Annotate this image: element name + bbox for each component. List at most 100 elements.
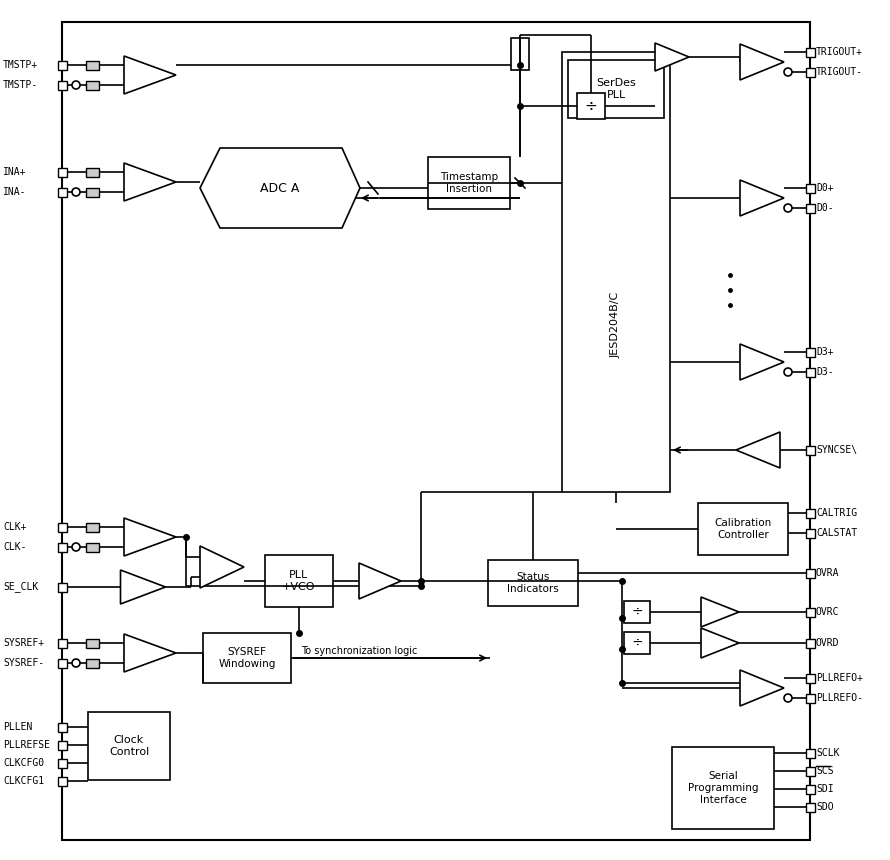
Text: OVRD: OVRD — [816, 638, 839, 648]
Circle shape — [784, 694, 792, 702]
Bar — [698, 503, 788, 555]
Circle shape — [784, 368, 792, 376]
Text: PLLREFO-: PLLREFO- — [816, 693, 863, 703]
Bar — [805, 445, 814, 454]
Text: CLK+: CLK+ — [3, 522, 27, 532]
Polygon shape — [200, 546, 244, 588]
Bar — [58, 187, 67, 196]
Bar — [624, 601, 650, 623]
Bar — [265, 555, 333, 607]
Text: SDO: SDO — [816, 802, 834, 812]
Text: Serial
Programming
Interface: Serial Programming Interface — [688, 771, 758, 805]
Bar — [805, 784, 814, 794]
Circle shape — [72, 659, 80, 667]
Bar — [805, 347, 814, 357]
Text: Status
Indicators: Status Indicators — [507, 572, 559, 593]
Bar — [58, 722, 67, 732]
Bar — [58, 60, 67, 70]
Polygon shape — [200, 148, 360, 228]
Text: D3+: D3+ — [816, 347, 834, 357]
Polygon shape — [740, 180, 784, 216]
Circle shape — [72, 543, 80, 551]
Bar — [805, 47, 814, 57]
Bar — [805, 802, 814, 812]
Text: ÷: ÷ — [631, 636, 643, 650]
Text: TRIGOUT+: TRIGOUT+ — [816, 47, 863, 57]
Text: SYSREF
Windowing: SYSREF Windowing — [218, 648, 276, 669]
Text: SYSREF-: SYSREF- — [3, 658, 44, 668]
Bar — [624, 632, 650, 654]
Bar — [805, 748, 814, 758]
Polygon shape — [740, 44, 784, 80]
Bar — [58, 523, 67, 531]
Text: D0+: D0+ — [816, 183, 834, 193]
Polygon shape — [736, 432, 780, 468]
Bar — [568, 60, 664, 118]
Text: JESD204B/C: JESD204B/C — [611, 292, 621, 358]
Bar — [805, 568, 814, 578]
Text: CLKCFG0: CLKCFG0 — [3, 758, 44, 768]
Text: CLKCFG1: CLKCFG1 — [3, 776, 44, 786]
Circle shape — [784, 68, 792, 76]
Polygon shape — [124, 518, 176, 556]
Polygon shape — [701, 628, 739, 658]
Bar — [805, 673, 814, 683]
Bar — [805, 693, 814, 703]
Text: OVRC: OVRC — [816, 607, 839, 617]
Text: D0-: D0- — [816, 203, 834, 213]
Bar — [85, 523, 99, 531]
Text: SDI: SDI — [816, 784, 834, 794]
Text: SCS: SCS — [816, 766, 834, 776]
Bar — [62, 22, 810, 840]
Bar — [58, 81, 67, 89]
Bar — [58, 168, 67, 176]
Text: Calibration
Controller: Calibration Controller — [715, 519, 772, 540]
Text: PLLEN: PLLEN — [3, 722, 32, 732]
Polygon shape — [124, 56, 176, 94]
Bar — [85, 638, 99, 648]
Text: SYSREF+: SYSREF+ — [3, 638, 44, 648]
Bar — [488, 560, 578, 606]
Bar — [58, 777, 67, 785]
Bar — [672, 747, 774, 829]
Text: ÷: ÷ — [585, 99, 597, 114]
Bar — [58, 582, 67, 592]
Text: TMSTP+: TMSTP+ — [3, 60, 38, 70]
Text: ÷: ÷ — [631, 605, 643, 619]
Bar — [85, 659, 99, 667]
Bar — [58, 740, 67, 750]
Bar — [577, 93, 605, 119]
Bar — [511, 38, 529, 70]
Bar — [428, 157, 510, 209]
Bar — [805, 67, 814, 77]
Bar — [58, 638, 67, 648]
Text: PLLREFSE: PLLREFSE — [3, 740, 50, 750]
Bar — [203, 633, 291, 683]
Text: SerDes
PLL: SerDes PLL — [596, 78, 635, 100]
Text: PLL
+VCO: PLL +VCO — [282, 570, 316, 592]
Circle shape — [784, 204, 792, 212]
Text: To synchronization logic: To synchronization logic — [301, 646, 417, 656]
Text: TRIGOUT-: TRIGOUT- — [816, 67, 863, 77]
Bar — [85, 60, 99, 70]
Polygon shape — [120, 570, 166, 604]
Text: D3-: D3- — [816, 367, 834, 377]
Circle shape — [72, 81, 80, 89]
Text: CALSTAT: CALSTAT — [816, 528, 857, 538]
Polygon shape — [359, 563, 401, 599]
Text: INA+: INA+ — [3, 167, 27, 177]
Bar — [58, 759, 67, 767]
Text: INA-: INA- — [3, 187, 27, 197]
Text: ADC A: ADC A — [260, 181, 300, 194]
Bar — [562, 52, 670, 492]
Bar — [805, 508, 814, 518]
Bar — [85, 81, 99, 89]
Text: OVRA: OVRA — [816, 568, 839, 578]
Bar — [805, 529, 814, 538]
Bar — [805, 638, 814, 648]
Text: Clock
Control: Clock Control — [109, 735, 150, 757]
Polygon shape — [124, 634, 176, 672]
Text: SCLK: SCLK — [816, 748, 839, 758]
Bar — [85, 543, 99, 551]
Polygon shape — [701, 597, 739, 627]
